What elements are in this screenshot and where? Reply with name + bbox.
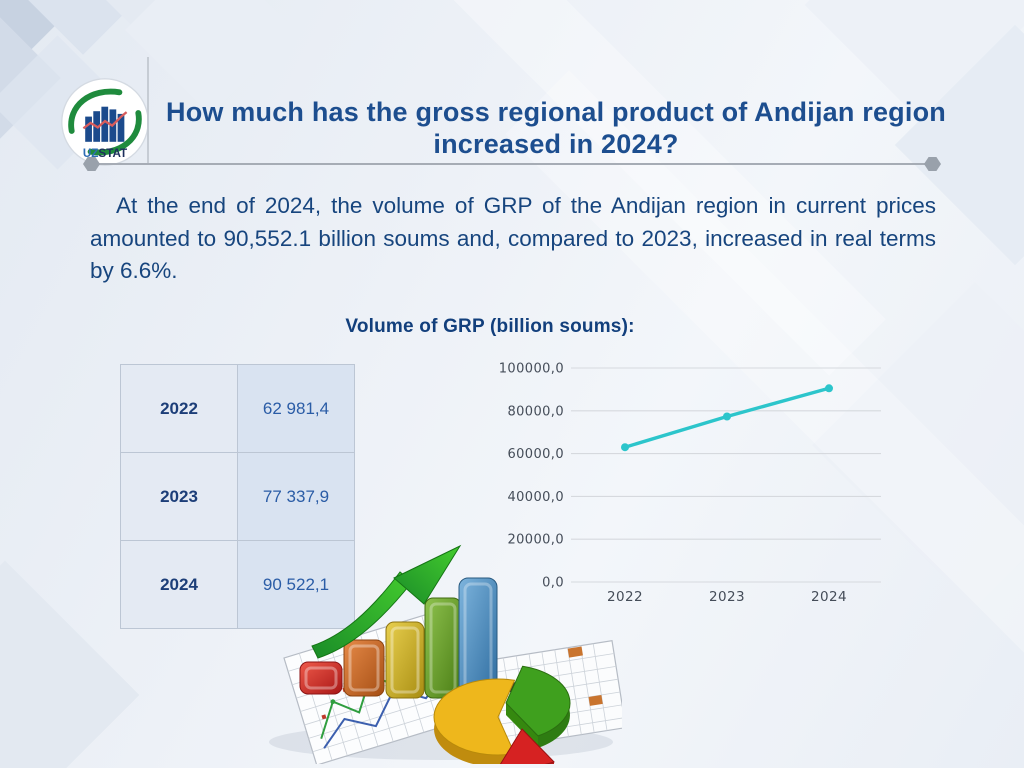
growth-arrow-icon xyxy=(311,544,462,659)
logo-separator xyxy=(147,57,149,163)
logo-text: UZSTAT xyxy=(83,147,128,160)
growth-chart-illustration xyxy=(269,544,622,764)
bar-chart-3d xyxy=(299,577,498,699)
data-point-marker xyxy=(621,443,629,452)
table-row: 2024 90 522,1 xyxy=(120,540,355,629)
page-title: How much has the gross regional product … xyxy=(166,97,946,159)
title-divider xyxy=(83,157,941,171)
divider-line xyxy=(91,163,933,165)
year-cell: 2024 xyxy=(120,540,238,629)
value-cell: 62 981,4 xyxy=(237,364,355,453)
year-cell: 2023 xyxy=(120,452,238,541)
value-cell: 90 522,1 xyxy=(237,540,355,629)
y-axis-tick-label: 60000,0 xyxy=(507,447,564,462)
year-cell: 2022 xyxy=(120,364,238,453)
data-point-marker xyxy=(825,384,833,393)
y-axis-tick-label: 40000,0 xyxy=(507,490,564,505)
y-axis-tick-label: 100000,0 xyxy=(499,362,564,377)
background-diamond xyxy=(0,560,140,768)
x-axis-tick-label: 2023 xyxy=(709,589,745,605)
divider-endpoint-left-icon xyxy=(83,157,100,171)
value-cell: 77 337,9 xyxy=(237,452,355,541)
y-axis-tick-label: 0,0 xyxy=(542,576,564,591)
y-axis-tick-label: 20000,0 xyxy=(507,533,564,548)
table-row: 2022 62 981,4 xyxy=(120,364,355,453)
summary-paragraph: At the end of 2024, the volume of GRP of… xyxy=(90,193,936,284)
table-row: 2023 77 337,9 xyxy=(120,452,355,541)
y-axis-tick-label: 80000,0 xyxy=(507,404,564,419)
pie-chart-3d xyxy=(433,665,571,764)
logo-swoosh-icon xyxy=(68,88,142,156)
grp-table-body: 2022 62 981,4 2023 77 337,9 2024 90 522,1 xyxy=(120,364,355,629)
grp-line-chart: 0,0 20000,0 40000,0 60000,0 80000,0 100000,0 2… xyxy=(499,362,881,605)
divider-endpoint-right-icon xyxy=(924,157,941,171)
data-point-marker xyxy=(723,412,731,421)
grp-table: 2022 62 981,4 2023 77 337,9 2024 90 522,1 xyxy=(120,364,355,629)
uzstat-logo: UZSTAT xyxy=(61,78,149,166)
logo-trend-line-icon xyxy=(82,111,128,130)
chart-heading: Volume of GRP (billion soums): xyxy=(345,316,635,337)
x-axis-tick-label: 2022 xyxy=(607,589,643,605)
x-axis-tick-label: 2024 xyxy=(811,589,847,605)
